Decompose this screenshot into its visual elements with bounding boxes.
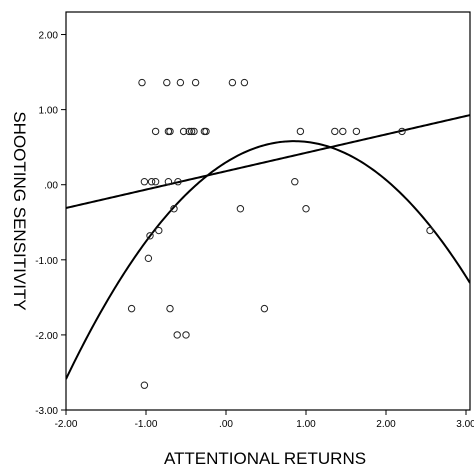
data-point <box>240 78 249 87</box>
data-point <box>191 78 200 87</box>
plot-area <box>65 11 471 411</box>
data-point <box>260 304 269 313</box>
y-tick-label: -1.00 <box>35 256 58 267</box>
data-point <box>185 127 193 136</box>
data-point <box>176 78 185 87</box>
data-point <box>140 381 149 389</box>
y-tick-label: .00 <box>44 181 58 192</box>
y-tick-label: 1.00 <box>39 106 59 117</box>
data-point <box>173 331 181 339</box>
data-point <box>163 78 171 87</box>
data-point <box>151 127 160 136</box>
data-point <box>182 331 190 339</box>
data-point <box>170 205 178 213</box>
data-point <box>236 205 245 213</box>
data-point <box>291 178 299 186</box>
data-point <box>155 226 163 235</box>
y-axis-title: SHOOTING SENSITIVITY <box>10 111 29 310</box>
data-point <box>127 304 136 313</box>
data-point <box>144 254 153 263</box>
data-point <box>146 232 154 240</box>
x-tick-label: .00 <box>219 419 233 430</box>
x-tick-label: 2.00 <box>376 419 396 430</box>
data-point <box>166 127 174 136</box>
data-point <box>228 78 237 87</box>
data-point <box>296 127 305 136</box>
data-point <box>179 127 188 136</box>
linear-fit-line <box>66 114 470 209</box>
data-point <box>147 178 156 186</box>
data-point <box>138 78 146 87</box>
x-tick-label: 1.00 <box>296 419 316 430</box>
data-point <box>339 127 347 136</box>
x-tick-label: -2.00 <box>55 419 78 430</box>
data-point <box>140 178 149 186</box>
data-point <box>426 226 434 235</box>
x-axis-title: ATTENTIONAL RETURNS <box>164 449 366 468</box>
y-tick-label: -3.00 <box>35 406 58 417</box>
data-point <box>352 127 361 136</box>
x-tick-label: 3.00 <box>456 419 474 430</box>
data-point <box>398 127 406 136</box>
data-point <box>187 127 196 136</box>
y-tick-label: -2.00 <box>35 331 58 342</box>
data-point <box>331 127 339 136</box>
data-point <box>190 127 198 136</box>
data-point <box>174 178 182 186</box>
data-point <box>302 205 310 213</box>
data-point <box>202 127 210 136</box>
y-tick-label: 2.00 <box>39 31 59 42</box>
quadratic-fit-curve <box>66 140 470 380</box>
x-tick-label: -1.00 <box>135 419 158 430</box>
data-point <box>164 178 173 186</box>
data-point <box>166 304 174 313</box>
data-point <box>151 178 160 186</box>
